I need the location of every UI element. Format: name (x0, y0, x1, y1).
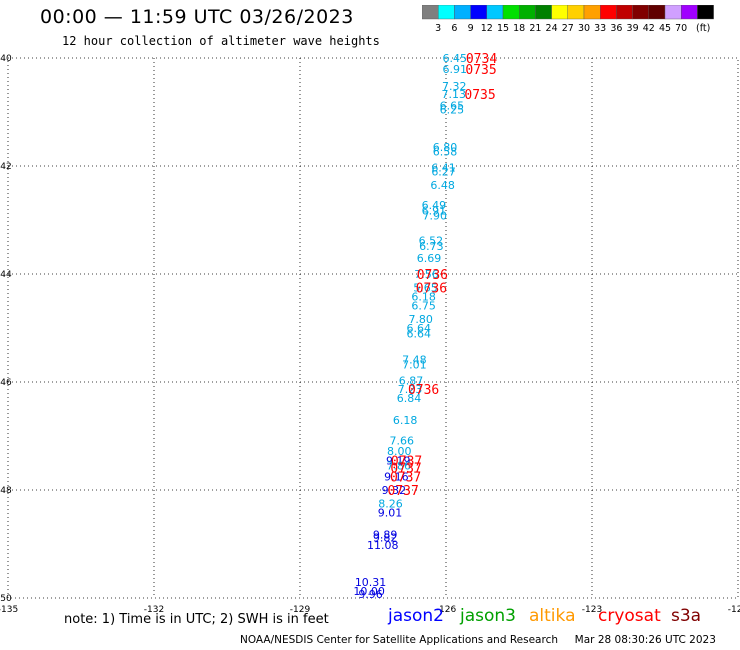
lat-tick-label: 44 (0, 270, 12, 280)
wave-height-value: 9.01 (378, 507, 403, 520)
note-text: note: 1) Time is in UTC; 2) SWH is in fe… (64, 612, 329, 627)
legend-item-cryosat: cryosat (598, 606, 661, 626)
map-frame (7, 57, 739, 599)
wave-height-value: 6.84 (397, 392, 422, 405)
wave-height-value: 7.56 (414, 268, 439, 281)
wave-height-value: 5.65 (413, 282, 438, 295)
wave-height-value: 10.00 (353, 585, 385, 598)
legend-item-s3a: s3a (671, 606, 702, 626)
lat-tick-label: 50 (0, 594, 12, 604)
wave-height-value: 7.80 (408, 313, 433, 326)
wave-height-value: 7.90 (423, 210, 448, 223)
wave-height-value: 7.01 (402, 359, 427, 372)
wave-height-value: 6.25 (440, 103, 465, 116)
colorbar-label: 6 (451, 23, 457, 34)
wave-height-value: 6.18 (393, 414, 418, 427)
legend-item-altika: altika (529, 606, 576, 626)
colorbar-label: 21 (529, 23, 541, 34)
wave-height-value: 6.69 (417, 252, 442, 265)
wave-height-value: 6.41 (431, 162, 456, 175)
colorbar-unit: (ft) (696, 23, 710, 34)
wave-height-value: 10.31 (355, 576, 387, 589)
colorbar-label: 36 (610, 23, 622, 34)
wave-height-value: 9.89 (373, 528, 398, 541)
colorbar-label: 9 (468, 23, 474, 34)
wave-height-value: 7.13 (442, 88, 467, 101)
wave-height-value: 9.16 (384, 471, 409, 484)
time-label: 0737 (391, 454, 422, 469)
wave-height-colorbar: 3 6 9 12 15 18 21 24 27 30 33 36 39 42 45 70 (ft) (422, 5, 714, 34)
colorbar-label: 42 (643, 23, 655, 34)
colorbar-label: 18 (513, 23, 525, 34)
time-label: 0736 (417, 268, 448, 283)
wave-height-value: 7.66 (389, 434, 414, 447)
colorbar-label: 15 (497, 23, 509, 34)
wave-height-value: 6.45 (443, 52, 468, 65)
lat-tick-label: 46 (0, 378, 12, 388)
lat-tick-label: 42 (0, 162, 11, 172)
lon-tick-label: -123 (582, 605, 602, 615)
colorbar-label: 30 (578, 23, 590, 34)
wave-height-value: 6.75 (411, 299, 436, 312)
wave-height-value: 8.00 (387, 445, 412, 458)
lat-tick-label: 48 (0, 486, 12, 496)
lon-tick-label: -126 (436, 605, 457, 615)
wave-height-value: 7.23 (398, 383, 423, 396)
wave-height-value: 11.08 (367, 539, 399, 552)
lon-tick-label: -132 (144, 605, 164, 615)
wave-height-value: 6.58 (433, 145, 458, 158)
colorbar-label: 45 (659, 23, 671, 34)
wave-height-value: 6.80 (433, 141, 458, 154)
wave-height-value: 6.73 (419, 240, 444, 253)
time-label: 0734 (466, 52, 497, 67)
time-label: 0737 (388, 484, 419, 499)
wave-height-value: 6.52 (419, 235, 444, 248)
time-label: 0737 (390, 471, 421, 486)
wave-height-value: 6.27 (431, 165, 456, 178)
legend-item-jason3: jason3 (460, 606, 516, 626)
wave-height-value: 9.32 (382, 484, 407, 497)
lon-tick-label: -120 (728, 605, 740, 615)
wave-height-value: 6.48 (430, 179, 455, 192)
wave-height-value: 6.87 (399, 374, 424, 387)
colorbar-label: 24 (546, 23, 558, 34)
colorbar-label: 3 (435, 23, 441, 34)
wave-height-value: 9.96 (358, 588, 383, 601)
wave-height-value: 7.86 (387, 460, 412, 473)
time-label: 0737 (390, 461, 421, 476)
lat-tick-label: 40 (0, 54, 12, 64)
colorbar-swatch (697, 5, 714, 20)
wave-height-value: 6.18 (411, 291, 436, 304)
wave-height-value: 6.64 (406, 327, 431, 340)
time-label: 0736 (416, 282, 447, 297)
colorbar-label: 70 (675, 23, 687, 34)
time-label: 0735 (465, 63, 496, 78)
wave-height-value: 7.32 (442, 80, 467, 93)
wave-height-value: 6.65 (440, 100, 465, 113)
colorbar-label: 33 (594, 23, 606, 34)
colorbar-label: 12 (481, 23, 493, 34)
wave-height-value: 7.48 (402, 353, 427, 366)
wave-height-value: 8.26 (378, 498, 403, 511)
time-label: 0736 (408, 383, 439, 398)
colorbar-label: 27 (562, 23, 574, 34)
wave-height-value: 9.82 (373, 532, 398, 545)
time-label: 0735 (464, 88, 495, 103)
legend-item-jason2: jason2 (388, 606, 444, 626)
page-title: 00:00 — 11:59 UTC 03/26/2023 (40, 6, 354, 28)
footer-credit: NOAA/NESDIS Center for Satellite Applica… (240, 634, 716, 646)
colorbar-label: 39 (627, 23, 639, 34)
wave-height-value: 6.49 (422, 199, 447, 212)
page-subtitle: 12 hour collection of altimeter wave hei… (62, 34, 380, 48)
lon-tick-label: -129 (290, 605, 311, 615)
wave-height-value: 6.91 (443, 63, 468, 76)
wave-height-value: 9.19 (386, 454, 411, 467)
wave-height-value: 6.91 (422, 204, 447, 217)
lon-tick-label: -135 (0, 605, 18, 615)
wave-height-value: 6.64 (406, 322, 431, 335)
